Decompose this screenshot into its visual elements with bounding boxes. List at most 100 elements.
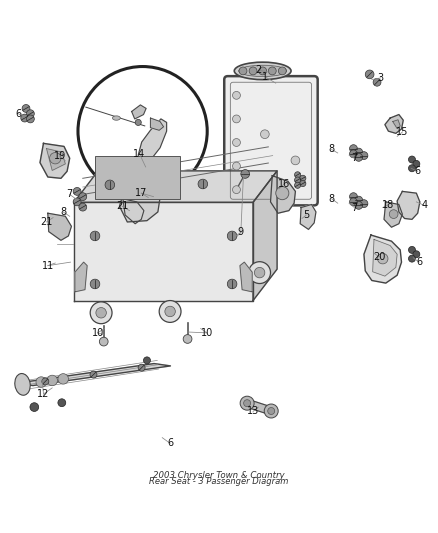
Text: 10: 10 xyxy=(201,328,213,338)
Circle shape xyxy=(291,156,300,165)
Polygon shape xyxy=(123,199,144,224)
Circle shape xyxy=(105,180,115,190)
Polygon shape xyxy=(364,235,402,283)
Text: 14: 14 xyxy=(134,149,146,159)
Text: 4: 4 xyxy=(421,200,427,211)
Polygon shape xyxy=(384,202,403,227)
Circle shape xyxy=(233,139,240,147)
Circle shape xyxy=(294,172,300,178)
Text: 17: 17 xyxy=(135,188,148,198)
Circle shape xyxy=(360,152,368,159)
Polygon shape xyxy=(40,143,70,179)
Circle shape xyxy=(373,78,381,86)
Circle shape xyxy=(350,144,357,152)
Circle shape xyxy=(240,396,254,410)
Polygon shape xyxy=(138,119,166,166)
Circle shape xyxy=(355,154,363,161)
Text: 7: 7 xyxy=(351,203,357,213)
Ellipse shape xyxy=(113,116,120,120)
Text: 2003 Chrysler Town & Country: 2003 Chrysler Town & Country xyxy=(153,471,285,480)
Text: 15: 15 xyxy=(396,127,409,137)
Circle shape xyxy=(294,182,300,188)
Polygon shape xyxy=(246,399,272,415)
Circle shape xyxy=(413,160,420,167)
Circle shape xyxy=(350,150,357,158)
Text: 8: 8 xyxy=(60,207,66,217)
Circle shape xyxy=(409,246,416,253)
Polygon shape xyxy=(74,171,277,203)
Circle shape xyxy=(233,115,240,123)
Circle shape xyxy=(165,306,175,317)
Circle shape xyxy=(159,301,181,322)
Circle shape xyxy=(350,193,357,200)
Circle shape xyxy=(233,92,240,99)
Circle shape xyxy=(279,67,286,75)
Circle shape xyxy=(249,262,271,284)
Text: 18: 18 xyxy=(382,199,395,209)
Text: 8: 8 xyxy=(328,194,335,204)
Circle shape xyxy=(135,119,141,125)
Circle shape xyxy=(96,308,106,318)
Polygon shape xyxy=(46,149,65,171)
Text: 16: 16 xyxy=(278,180,290,189)
Polygon shape xyxy=(17,364,170,385)
Text: 20: 20 xyxy=(374,252,386,262)
Text: 13: 13 xyxy=(247,407,259,416)
Circle shape xyxy=(36,377,46,387)
Circle shape xyxy=(365,70,374,79)
Circle shape xyxy=(389,210,398,219)
Circle shape xyxy=(244,400,251,407)
Text: 5: 5 xyxy=(303,210,310,220)
Text: 21: 21 xyxy=(116,201,128,211)
Circle shape xyxy=(78,67,207,196)
Text: Rear Seat - 3 Passenger Diagram: Rear Seat - 3 Passenger Diagram xyxy=(149,477,289,486)
Polygon shape xyxy=(240,262,252,292)
Circle shape xyxy=(409,255,416,262)
Circle shape xyxy=(183,335,192,343)
Circle shape xyxy=(249,67,257,75)
Circle shape xyxy=(300,181,306,187)
Circle shape xyxy=(378,253,388,264)
Polygon shape xyxy=(74,203,253,301)
Circle shape xyxy=(73,188,81,195)
Circle shape xyxy=(264,404,278,418)
Circle shape xyxy=(233,185,240,193)
Circle shape xyxy=(99,337,108,346)
Polygon shape xyxy=(120,183,160,222)
Circle shape xyxy=(261,130,269,139)
Circle shape xyxy=(300,175,306,181)
FancyBboxPatch shape xyxy=(224,76,318,205)
Circle shape xyxy=(227,231,237,241)
Polygon shape xyxy=(132,105,146,119)
Ellipse shape xyxy=(239,65,287,77)
Circle shape xyxy=(144,357,150,364)
Text: 7: 7 xyxy=(351,153,357,163)
Circle shape xyxy=(413,251,420,258)
Polygon shape xyxy=(385,115,403,133)
Polygon shape xyxy=(150,118,163,130)
Circle shape xyxy=(227,279,237,289)
Text: 6: 6 xyxy=(167,438,173,448)
Circle shape xyxy=(26,110,34,118)
Circle shape xyxy=(138,364,145,371)
Text: 9: 9 xyxy=(238,228,244,237)
Polygon shape xyxy=(373,239,397,276)
Circle shape xyxy=(79,193,87,200)
Text: 19: 19 xyxy=(53,151,66,161)
Text: 12: 12 xyxy=(37,389,49,399)
Text: 3: 3 xyxy=(378,73,384,83)
Polygon shape xyxy=(253,171,277,301)
Polygon shape xyxy=(139,167,152,183)
Polygon shape xyxy=(393,120,400,128)
Text: 6: 6 xyxy=(416,257,422,267)
Circle shape xyxy=(241,169,250,179)
Circle shape xyxy=(360,200,368,207)
Polygon shape xyxy=(397,191,420,220)
Text: 10: 10 xyxy=(92,328,104,338)
Circle shape xyxy=(79,203,87,211)
Circle shape xyxy=(26,115,34,123)
Polygon shape xyxy=(300,205,316,229)
Circle shape xyxy=(276,187,289,200)
Circle shape xyxy=(355,201,363,209)
Circle shape xyxy=(268,67,276,75)
